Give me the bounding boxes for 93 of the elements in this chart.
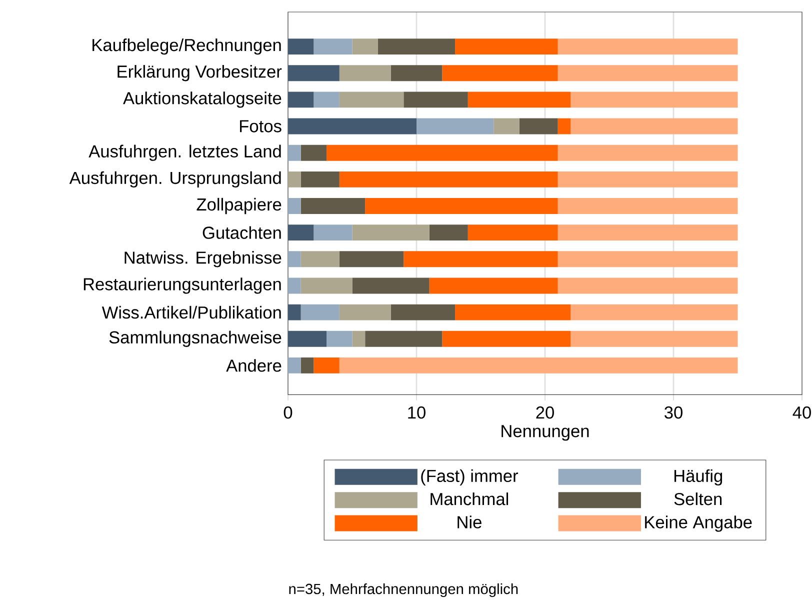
y-tick-label: Gutachten xyxy=(202,226,281,239)
x-tick-label: 30 xyxy=(664,406,682,419)
bar xyxy=(558,251,738,268)
bar xyxy=(352,278,430,294)
bar xyxy=(570,118,738,134)
bar xyxy=(352,224,430,241)
y-tick-label: Sammlungsnachweise xyxy=(109,330,282,347)
bar xyxy=(288,304,301,320)
bar xyxy=(494,118,520,134)
bar xyxy=(365,330,442,347)
y-tick-label: Zollpapiere xyxy=(196,198,282,214)
bar xyxy=(429,278,558,294)
bar xyxy=(558,118,571,134)
y-tick-label: Wiss.Artikel/Publikation xyxy=(102,306,281,319)
bar xyxy=(455,38,558,55)
y-tick-label: Restaurierungsunterlagen xyxy=(84,278,281,294)
bar xyxy=(468,224,558,241)
bar xyxy=(365,198,558,214)
bar xyxy=(288,198,301,214)
bar xyxy=(314,92,340,108)
y-tick-label: Andere xyxy=(226,359,282,372)
y-tick-label: Fotos xyxy=(240,120,282,132)
bar xyxy=(300,144,327,161)
bar xyxy=(326,144,558,161)
bar xyxy=(300,198,366,214)
bar xyxy=(288,144,301,161)
bar xyxy=(416,118,494,134)
bar xyxy=(326,330,352,347)
legend-label: Nie xyxy=(458,516,482,528)
bar xyxy=(442,330,571,347)
bar xyxy=(300,357,314,374)
bar xyxy=(288,38,314,55)
bar xyxy=(288,224,314,241)
y-tick-label: Ausfuhrgen. Ursprungsland xyxy=(69,171,281,188)
bar xyxy=(339,304,391,320)
text: n=35, Mehrfachnennungen möglich xyxy=(289,583,518,598)
bar xyxy=(314,357,340,374)
bar xyxy=(339,171,558,188)
bar xyxy=(378,38,456,55)
bar xyxy=(352,38,378,55)
x-tick-label: 40 xyxy=(792,406,811,419)
bar xyxy=(558,278,738,294)
bar xyxy=(339,92,404,108)
bar xyxy=(442,65,558,82)
bar xyxy=(339,357,738,374)
x-tick-label: 10 xyxy=(408,406,426,419)
bar xyxy=(288,330,327,347)
bar xyxy=(558,144,738,161)
bar xyxy=(288,251,301,268)
x-tick-label: 0 xyxy=(284,406,292,419)
legend-label: (Fast) immer xyxy=(421,469,518,486)
bar xyxy=(570,92,738,108)
bar xyxy=(288,65,340,82)
y-tick-label: Auktionskatalogseite xyxy=(123,92,282,108)
bar xyxy=(314,38,352,55)
bar xyxy=(570,304,738,320)
bar xyxy=(300,304,340,320)
bar xyxy=(404,251,558,268)
bar xyxy=(558,38,738,55)
bar xyxy=(404,92,468,108)
legend-label: Manchmal xyxy=(430,492,508,506)
bar xyxy=(288,171,301,188)
bar xyxy=(300,251,340,268)
x-axis-title: Nennungen xyxy=(502,425,589,441)
bar xyxy=(288,278,301,294)
bar xyxy=(288,357,301,374)
y-tick-label: Natwiss. Ergebnisse xyxy=(124,251,282,268)
bar xyxy=(339,251,404,268)
bar xyxy=(300,171,340,188)
x-tick-label: 20 xyxy=(536,406,554,419)
bar xyxy=(468,92,571,108)
bar xyxy=(339,65,391,82)
y-tick-label: Ausfuhrgen. letztes Land xyxy=(88,144,281,161)
legend-label: Keine Angabe xyxy=(645,516,752,532)
y-tick-label: Kaufbelege/Rechnungen xyxy=(92,38,281,55)
bar xyxy=(455,304,571,320)
bar xyxy=(558,65,738,82)
bar xyxy=(390,65,442,82)
bar xyxy=(429,224,468,241)
legend-label: Selten xyxy=(674,492,722,506)
bar xyxy=(300,278,352,294)
bar xyxy=(570,330,738,347)
bar xyxy=(288,118,417,134)
bar xyxy=(288,92,314,108)
bar xyxy=(558,198,738,214)
bar xyxy=(390,304,456,320)
bar xyxy=(558,224,738,241)
legend-label: Häufig xyxy=(674,469,722,486)
bar xyxy=(519,118,558,134)
bar xyxy=(352,330,366,347)
bar xyxy=(558,171,738,188)
bar xyxy=(314,224,352,241)
y-tick-label: Erklärung Vorbesitzer xyxy=(118,65,282,82)
